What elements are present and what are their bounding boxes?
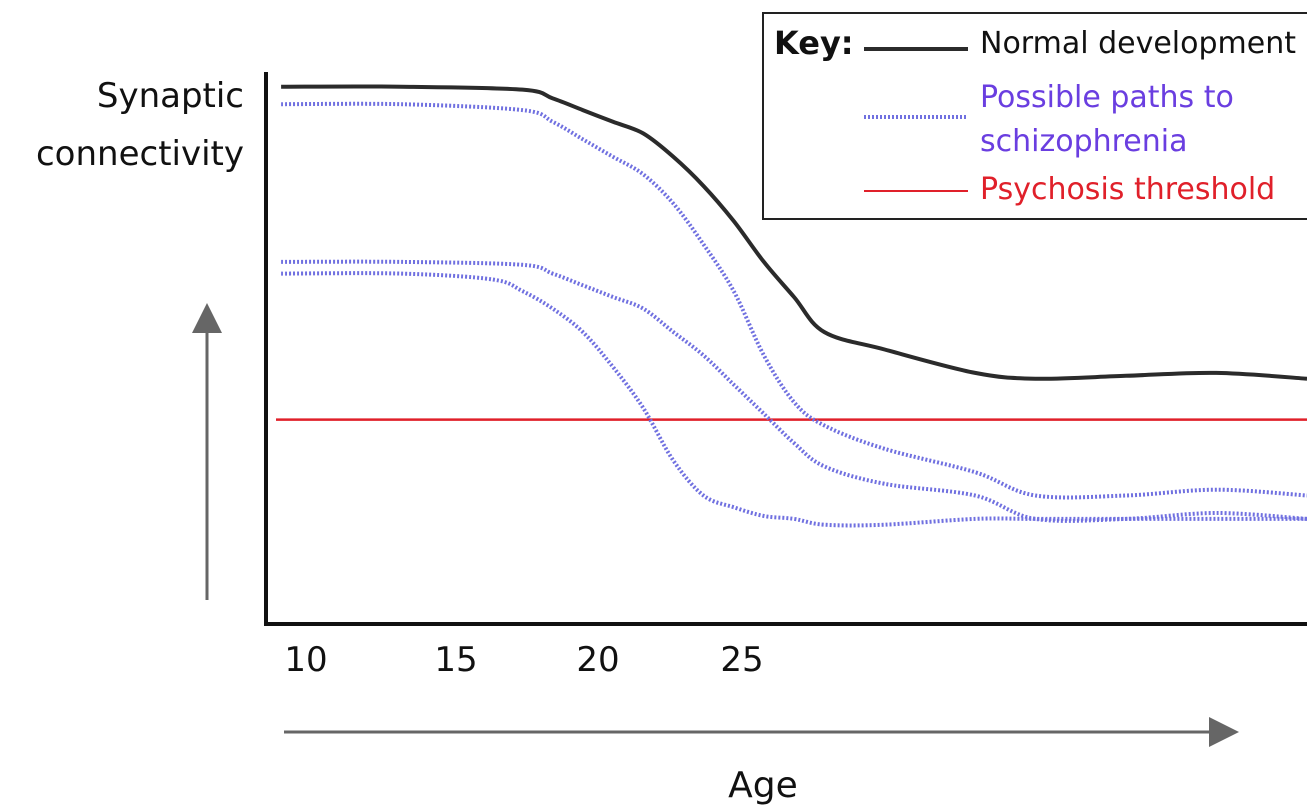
legend-label-threshold: Psychosis threshold (980, 172, 1276, 207)
legend-swatch-paths (864, 115, 968, 119)
plot-series (276, 84, 1307, 528)
x-tick-label: 20 (576, 640, 620, 680)
legend-label-paths-line-1: Possible paths to (980, 80, 1234, 115)
legend-swatch-normal (864, 47, 968, 51)
schizophrenia-path-line-1 (281, 101, 1307, 500)
schizophrenia-path-line-3 (281, 271, 1307, 528)
y-axis-label-line-2: connectivity (35, 134, 244, 174)
x-tick-label: 10 (284, 640, 328, 680)
legend: Key: Normal development Possible paths t… (762, 12, 1307, 220)
y-axis-label-line-1: Synaptic (96, 76, 244, 116)
x-tick-label: 15 (434, 640, 478, 680)
x-tick-label: 25 (720, 640, 764, 680)
legend-title: Key: (774, 24, 854, 62)
normal-development-line (281, 84, 1307, 381)
legend-label-paths-line-2: schizophrenia (980, 124, 1188, 159)
x-axis-label: Age (728, 765, 798, 806)
legend-swatch-threshold (864, 190, 968, 192)
schizophrenia-path-line-2 (281, 259, 1307, 523)
legend-label-normal: Normal development (980, 26, 1296, 61)
